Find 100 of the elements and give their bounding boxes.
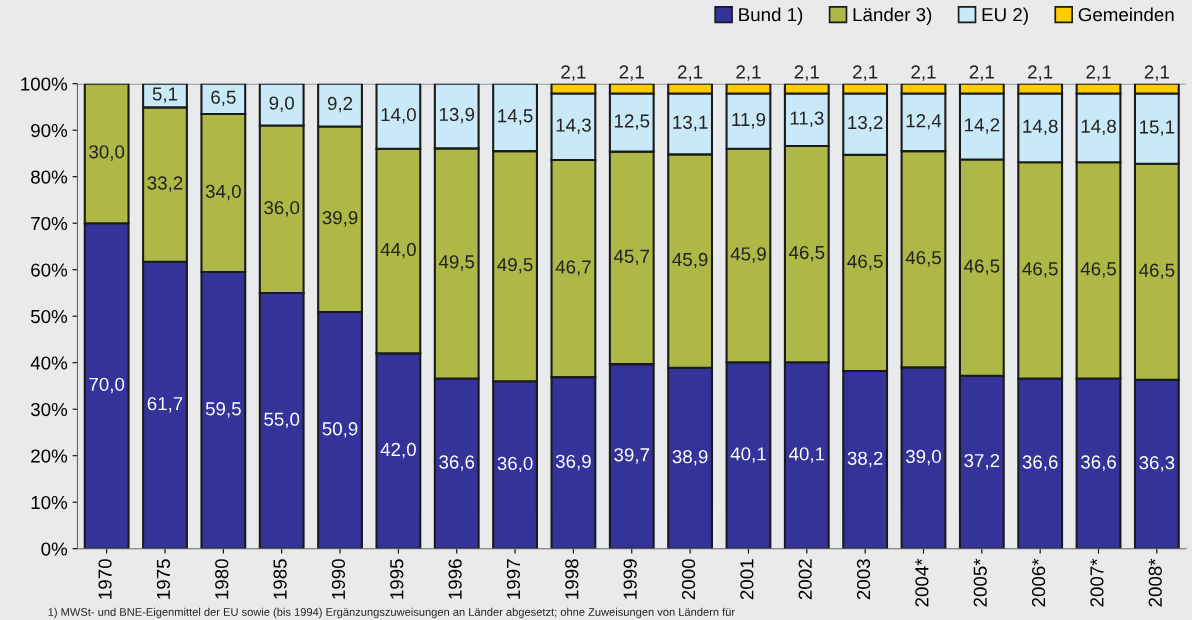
data-label: 36,6 (1080, 455, 1116, 471)
x-tick-label: 2005* (973, 558, 987, 607)
data-label: 45,9 (672, 252, 708, 269)
legend-label: Bund 1) (739, 7, 803, 25)
data-label: 46,5 (1080, 262, 1116, 278)
data-label: 11,3 (790, 111, 824, 127)
data-label: 39,9 (322, 211, 358, 227)
data-label: 46,7 (555, 260, 591, 276)
data-label: 36,9 (555, 454, 591, 471)
y-tick-label: 60% (31, 263, 68, 277)
data-label: 14,8 (1023, 119, 1058, 136)
data-label: 38,2 (847, 451, 883, 468)
data-label: 36,6 (439, 455, 475, 471)
data-label: 46,5 (1022, 262, 1058, 278)
data-label: 14,8 (1081, 119, 1116, 136)
data-label: 33,2 (147, 176, 183, 192)
x-tick-label: 1985 (273, 559, 287, 599)
y-tick-label: 100% (21, 77, 68, 91)
data-label: 61,7 (147, 397, 183, 413)
data-label: 2,1 (911, 65, 936, 81)
data-label: 14,5 (498, 109, 533, 125)
data-label: 37,2 (964, 453, 1000, 470)
data-label: 36,0 (497, 456, 533, 473)
legend-label: Gemeinden (1078, 7, 1174, 22)
y-tick-label: 80% (31, 170, 68, 184)
x-tick-label: 1975 (156, 559, 171, 599)
x-tick-label: 2006* (1031, 558, 1046, 607)
x-tick-label: 2002 (798, 559, 812, 600)
y-tick-label: 0% (41, 542, 68, 556)
y-tick-label: 70% (31, 216, 68, 231)
y-tick-label: 20% (31, 449, 68, 463)
data-label: 70,0 (89, 377, 125, 394)
data-label: 9,0 (269, 96, 294, 112)
data-label: 30,0 (89, 145, 125, 161)
data-label: 39,7 (614, 448, 650, 464)
data-label: 2,1 (794, 65, 819, 81)
data-label: 14,3 (556, 118, 591, 134)
data-label: 46,5 (1139, 263, 1175, 280)
x-tick-label: 1990 (331, 559, 346, 599)
data-label: 13,1 (673, 115, 708, 132)
data-label: 2,1 (969, 65, 994, 81)
legend-label: EU 2) (982, 7, 1028, 25)
data-label: 45,7 (613, 249, 650, 266)
data-label: 2,1 (1144, 65, 1169, 81)
y-tick-label: 50% (30, 309, 68, 324)
x-tick-label: 1998 (565, 559, 579, 599)
data-label: 2,1 (561, 65, 586, 81)
x-tick-label: 2003 (856, 559, 871, 600)
x-tick-label: 1980 (215, 559, 229, 599)
x-tick-label: 2007* (1090, 558, 1104, 607)
data-label: 13,2 (848, 115, 883, 132)
data-label: 5,1 (152, 87, 178, 103)
data-label: 2,1 (619, 65, 644, 81)
data-label: 49,5 (497, 257, 533, 274)
data-label: 46,5 (788, 245, 825, 262)
data-label: 12,4 (906, 114, 942, 130)
x-tick-label: 1999 (623, 559, 637, 599)
data-label: 46,5 (964, 259, 1000, 275)
x-tick-label: 1997 (506, 559, 521, 599)
data-label: 36,3 (1139, 456, 1175, 472)
y-tick-label: 30% (30, 402, 68, 417)
x-tick-label: 2000 (681, 559, 696, 600)
data-label: 36,6 (1022, 455, 1058, 471)
data-label: 44,0 (380, 242, 416, 259)
data-label: 2,1 (736, 65, 761, 81)
x-tick-label: 2001 (740, 559, 754, 600)
data-label: 15,1 (1140, 120, 1175, 136)
y-tick-label: 90% (31, 123, 68, 138)
data-label: 13,9 (439, 107, 475, 124)
data-label: 11,9 (732, 112, 766, 129)
data-label: 9,2 (327, 96, 353, 113)
x-tick-label: 2004* (915, 558, 929, 607)
data-label: 55,0 (264, 412, 300, 429)
data-label: 39,0 (905, 449, 941, 466)
data-label: 42,0 (380, 442, 416, 459)
data-label: 46,5 (905, 250, 941, 267)
data-label: 34,0 (205, 184, 241, 201)
data-label: 59,5 (205, 402, 241, 418)
data-label: 46,5 (847, 254, 883, 271)
data-label: 40,1 (730, 447, 766, 463)
x-tick-label: 1970 (98, 559, 112, 599)
data-label: 40,1 (788, 447, 825, 463)
data-label: 12,5 (614, 114, 650, 130)
data-label: 38,9 (672, 450, 708, 466)
data-label: 49,5 (438, 255, 475, 271)
y-tick-label: 10% (31, 495, 68, 510)
x-tick-label: 1996 (448, 559, 462, 599)
data-label: 50,9 (322, 422, 358, 438)
data-label: 14,0 (381, 108, 416, 124)
data-label: 2,1 (678, 65, 703, 81)
data-label: 6,5 (211, 90, 236, 107)
data-label: 36,0 (264, 201, 300, 217)
legend-label: Länder 3) (853, 7, 932, 25)
data-label: 2,1 (1028, 65, 1053, 81)
data-label: 2,1 (853, 65, 878, 81)
data-label: 14,2 (965, 118, 1000, 134)
text: 1) MWSt- und BNE-Eigenmittel der EU sowie (bis 1994) Ergänzungszuweisungen an Länder abgesetzt; ohne Zuweisungen von Ländern für (48, 607, 735, 619)
data-label: 45,9 (730, 247, 766, 263)
data-label: 2,1 (1086, 65, 1111, 81)
x-tick-label: 1995 (390, 559, 404, 599)
